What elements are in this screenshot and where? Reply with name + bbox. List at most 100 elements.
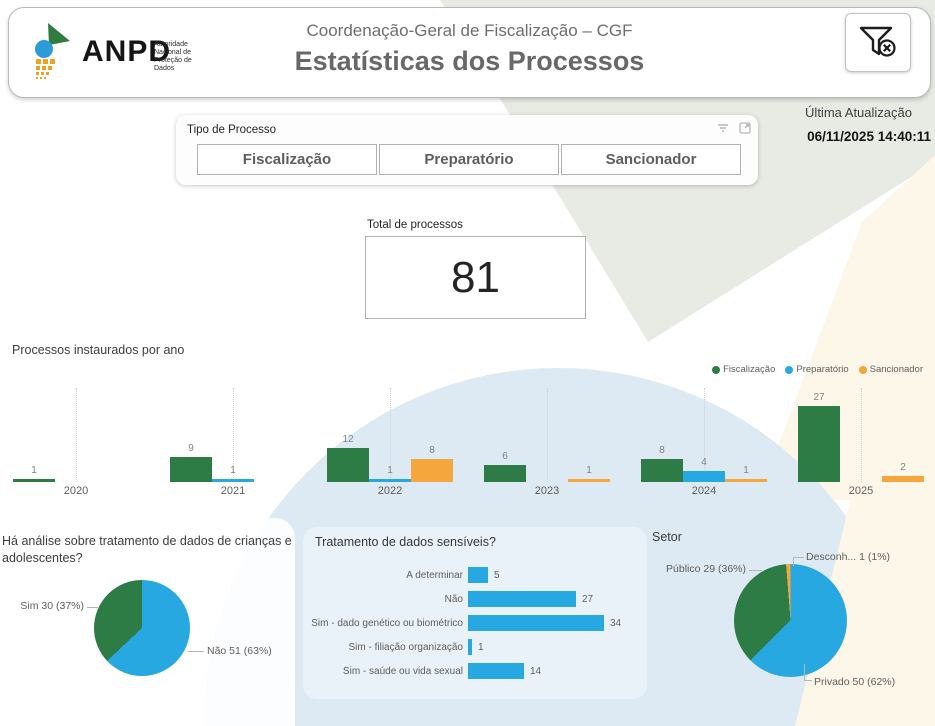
hbar-row: A determinar 5 xyxy=(303,563,647,587)
total-card-label: Total de processos xyxy=(367,219,463,231)
hbar-category-label: Sim - dado genético ou biométrico xyxy=(311,617,463,629)
pie-label-nao: Não 51 (63%) xyxy=(207,645,272,657)
bar-value-label: 1 xyxy=(31,465,37,476)
gridline xyxy=(861,388,862,482)
hbar-category-label: Sim - filiação organização xyxy=(348,641,464,653)
bar-value-label: 1 xyxy=(743,465,749,476)
bar-value-label: 2 xyxy=(900,462,906,473)
hbar-value-label: 27 xyxy=(582,593,594,605)
bar-value-label: 8 xyxy=(659,445,665,456)
bar-value-label: 1 xyxy=(230,465,236,476)
hbar-category-label: A determinar xyxy=(406,569,463,581)
hbar-row: Sim - filiação organização 1 xyxy=(303,635,647,659)
bar-value-label: 8 xyxy=(429,445,435,456)
last-update-label: Última Atualização xyxy=(805,105,912,120)
anpd-logo: ANPD Autoridade Nacional de Proteção de … xyxy=(26,17,194,89)
x-axis-label: 2020 xyxy=(63,485,89,497)
legend-item[interactable]: Fiscalização xyxy=(712,364,775,375)
hbar-A determinar[interactable] xyxy=(468,567,488,583)
x-axis-label: 2025 xyxy=(848,485,874,497)
slicer-title: Tipo de Processo xyxy=(187,124,277,136)
pie-label-sim: Sim 30 (37%) xyxy=(20,600,84,612)
hbar-category-label: Sim - saúde ou vida sexual xyxy=(342,665,463,677)
leader-line xyxy=(188,651,204,652)
tipo-de-processo-slicer: Tipo de Processo Fiscalização Preparatór… xyxy=(176,115,758,185)
slicer-buttons: Fiscalização Preparatório Sancionador xyxy=(197,144,741,175)
setor-pie-chart[interactable] xyxy=(734,564,847,677)
bar-value-label: 4 xyxy=(701,457,707,468)
slicer-button-preparatorio[interactable]: Preparatório xyxy=(379,144,559,175)
header-subtitle: Coordenação-Geral de Fiscalização – CGF xyxy=(306,21,633,40)
bar-2024-Fiscalização[interactable] xyxy=(641,459,683,482)
slicer-filter-icon[interactable] xyxy=(716,121,730,135)
chart-legend: Fiscalização Preparatório Sancionador xyxy=(712,364,923,375)
bar-2024-Sancionador[interactable] xyxy=(725,479,767,482)
yearly-bar-chart: 2020 1 2021 9 1 2022 12 1 8 2023 6 1 2024 8 4 1 2025 27 2 xyxy=(0,388,935,503)
bar-2025-Fiscalização[interactable] xyxy=(798,406,840,482)
gridline xyxy=(390,388,391,482)
gridline xyxy=(76,388,77,482)
slicer-expand-icon[interactable] xyxy=(738,121,752,135)
clear-filters-button[interactable] xyxy=(845,13,911,72)
hbar-category-label: Não xyxy=(444,593,463,605)
tagline-line: Nacional de xyxy=(154,49,191,56)
slicer-button-sancionador[interactable]: Sancionador xyxy=(561,144,741,175)
bar-2022-Sancionador[interactable] xyxy=(411,459,453,482)
legend-dot xyxy=(785,365,794,374)
bar-value-label: 6 xyxy=(502,451,508,462)
bar-2023-Sancionador[interactable] xyxy=(568,479,610,482)
slicer-button-fiscalizacao[interactable]: Fiscalização xyxy=(197,144,377,175)
gridline xyxy=(704,388,705,482)
bar-value-label: 1 xyxy=(586,465,592,476)
gridline xyxy=(547,388,548,482)
hbar-Não[interactable] xyxy=(468,591,576,607)
hbar-row: Sim - saúde ou vida sexual 14 xyxy=(303,659,647,683)
anpd-logo-icon xyxy=(35,23,70,79)
pie-label-desconhecido: Desconh... 1 (1%) xyxy=(806,551,891,563)
bar-2022-Fiscalização[interactable] xyxy=(327,448,369,482)
bar-2020-Fiscalização[interactable] xyxy=(13,479,55,482)
gridline xyxy=(233,388,234,482)
tagline-line: Autoridade xyxy=(154,41,188,48)
hbar-value-label: 1 xyxy=(478,641,484,653)
legend-item[interactable]: Sancionador xyxy=(858,364,923,375)
legend-item[interactable]: Preparatório xyxy=(785,364,849,375)
bar-2024-Preparatório[interactable] xyxy=(683,471,725,482)
tagline-line: Proteção de Dados xyxy=(154,57,192,72)
pie-label-privado: Privado 50 (62%) xyxy=(814,676,896,688)
hbar-value-label: 5 xyxy=(494,569,500,581)
funnel-clear-icon xyxy=(859,26,896,57)
bar-2021-Preparatório[interactable] xyxy=(212,479,254,482)
hbar-value-label: 34 xyxy=(610,617,622,629)
x-axis-label: 2022 xyxy=(377,485,403,497)
pie-label-publico: Público 29 (36%) xyxy=(666,563,746,575)
x-axis-label: 2021 xyxy=(220,485,246,497)
bar-2023-Fiscalização[interactable] xyxy=(484,465,526,482)
leader-line xyxy=(804,664,805,680)
anpd-logo-tagline: Autoridade Nacional de Proteção de Dados xyxy=(154,41,194,73)
yearly-chart-title: Processos instaurados por ano xyxy=(12,343,185,357)
legend-dot xyxy=(858,365,867,374)
children-pie-chart[interactable] xyxy=(94,580,190,676)
children-pie-title: Há análise sobre tratamento de dados de … xyxy=(2,534,292,565)
legend-label: Fiscalização xyxy=(723,364,776,375)
hbar-Sim - filiação organização[interactable] xyxy=(468,639,472,655)
x-axis-label: 2024 xyxy=(691,485,717,497)
bar-2025-Sancionador[interactable] xyxy=(882,476,924,482)
bar-value-label: 1 xyxy=(387,465,393,476)
bar-value-label: 9 xyxy=(188,443,194,454)
hbar-Sim - dado genético ou biométrico[interactable] xyxy=(468,615,604,631)
bar-value-label: 12 xyxy=(342,434,354,445)
bar-2022-Preparatório[interactable] xyxy=(369,479,411,482)
bar-2021-Fiscalização[interactable] xyxy=(170,457,212,482)
legend-dot xyxy=(712,365,721,374)
page-title: Estatísticas dos Processos xyxy=(294,46,645,76)
hbar-Sim - saúde ou vida sexual[interactable] xyxy=(468,663,524,679)
bar-value-label: 27 xyxy=(813,392,825,403)
sensitive-data-panel: Tratamento de dados sensíveis? A determi… xyxy=(303,527,647,699)
hbar-value-label: 14 xyxy=(530,665,542,677)
legend-label: Preparatório xyxy=(796,364,849,375)
leader-line xyxy=(749,570,762,571)
leader-line xyxy=(793,557,794,566)
anpd-logo-text: ANPD xyxy=(82,35,172,68)
